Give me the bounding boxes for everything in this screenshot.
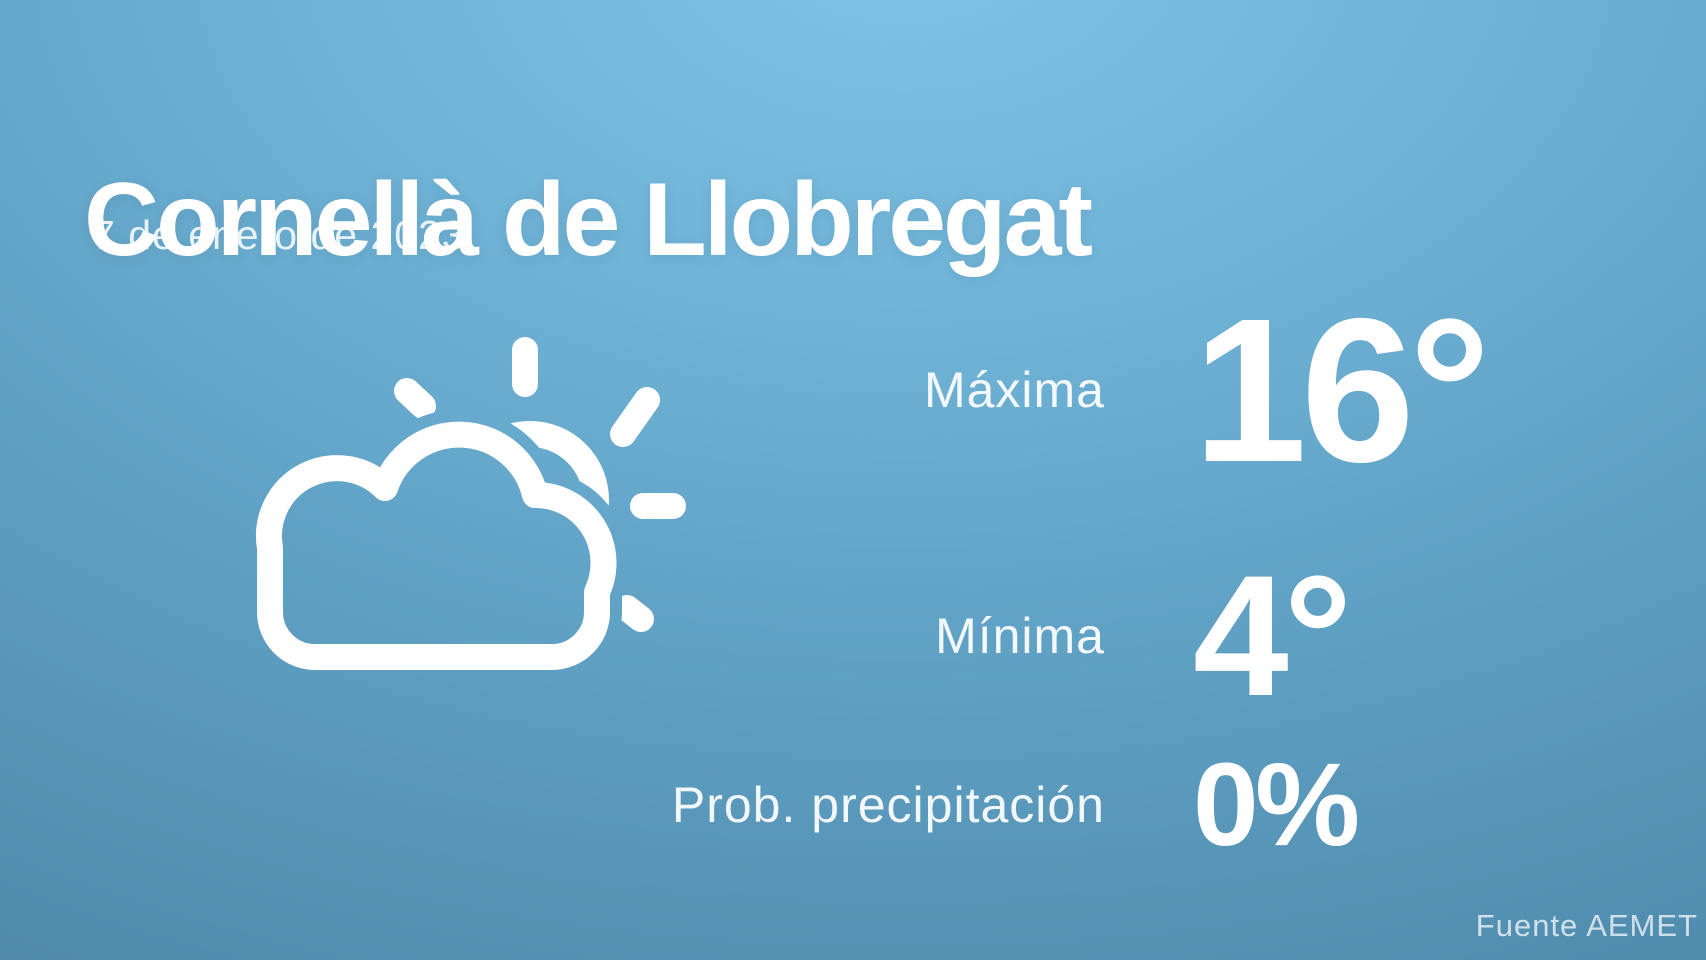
date-subtitle: 7 de enero de 2023 (92, 212, 466, 258)
sun-icon (394, 337, 686, 632)
precipitation-label: Prob. precipitación (671, 777, 1105, 833)
minima-label: Mínima (935, 608, 1105, 664)
sun-ray-upper-right (610, 387, 660, 447)
sun-behind-cloud-icon (255, 337, 686, 670)
metric-row-precipitation: Prob. precipitación 0% (400, 705, 1480, 905)
maxima-label: Máxima (923, 362, 1105, 418)
weather-icon-container (235, 290, 695, 690)
sun-ray-lower-right (614, 595, 654, 632)
maxima-value: 16° (1193, 275, 1491, 505)
minima-value: 4° (1193, 540, 1352, 732)
location-title: Cornellà de Llobregat (84, 161, 1093, 278)
sun-disc (451, 421, 609, 579)
metric-row-minima: Mínima 4° (400, 536, 1480, 736)
precipitation-value: 0% (1193, 739, 1360, 871)
source-attribution: Fuente AEMET (1475, 908, 1698, 943)
sun-ray-upper-left (394, 378, 436, 419)
metric-row-maxima: Máxima 16° (400, 288, 1491, 493)
cloud-icon (255, 421, 617, 670)
